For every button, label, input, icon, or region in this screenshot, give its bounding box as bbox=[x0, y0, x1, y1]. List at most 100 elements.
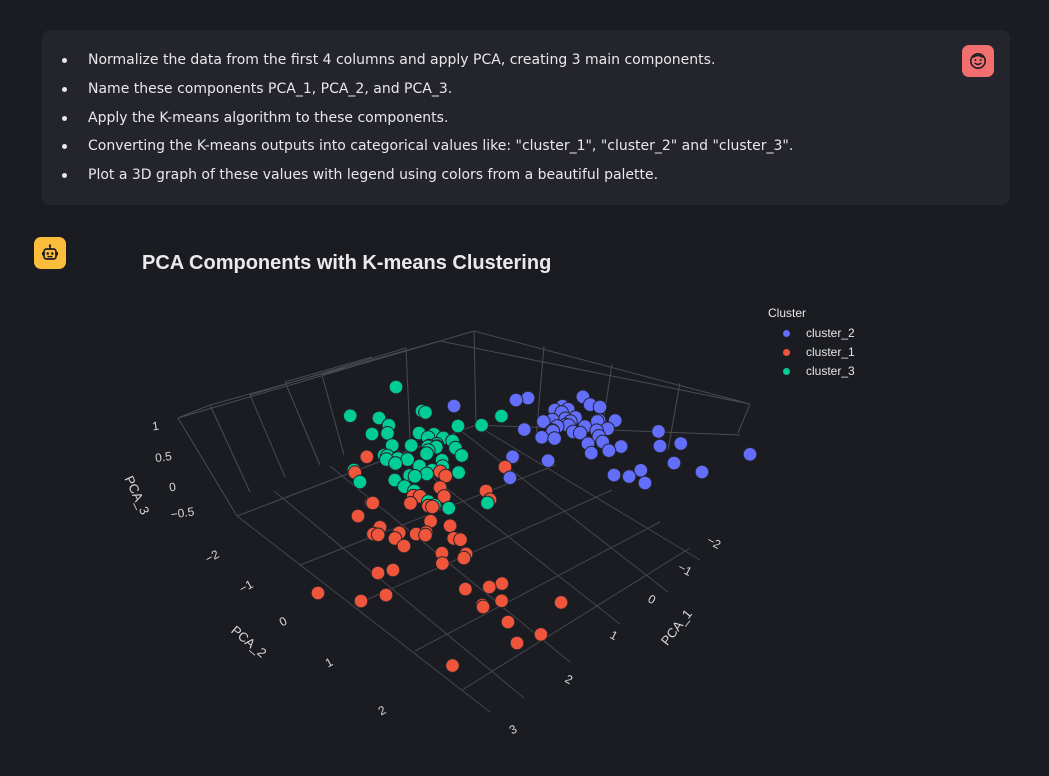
axis-y-tick-label: 1 bbox=[323, 655, 336, 671]
data-point-cluster-3[interactable] bbox=[454, 448, 470, 463]
data-point-cluster-1[interactable] bbox=[353, 593, 369, 609]
data-point-cluster-1[interactable] bbox=[359, 449, 375, 465]
data-point-cluster-1[interactable] bbox=[456, 550, 472, 566]
data-point-cluster-1[interactable] bbox=[458, 581, 473, 597]
axis-x-tick-label: 0 bbox=[646, 592, 659, 608]
data-point-cluster-3[interactable] bbox=[451, 465, 467, 480]
data-point-cluster-3[interactable] bbox=[480, 495, 495, 511]
data-point-cluster-2[interactable] bbox=[547, 431, 562, 446]
data-point-cluster-3[interactable] bbox=[388, 456, 403, 471]
points-layer bbox=[310, 379, 758, 673]
data-point-cluster-3[interactable] bbox=[364, 426, 380, 442]
grid-floor bbox=[236, 424, 701, 713]
data-point-cluster-2[interactable] bbox=[517, 422, 532, 437]
data-point-cluster-2[interactable] bbox=[572, 425, 588, 441]
data-point-cluster-3[interactable] bbox=[380, 426, 395, 441]
data-point-cluster-2[interactable] bbox=[673, 436, 689, 451]
data-point-cluster-1[interactable] bbox=[385, 562, 401, 578]
data-point-cluster-1[interactable] bbox=[435, 556, 450, 571]
data-point-cluster-3[interactable] bbox=[441, 500, 457, 516]
data-point-cluster-2[interactable] bbox=[652, 438, 668, 454]
data-point-cluster-2[interactable] bbox=[694, 464, 710, 480]
legend-item-cluster-2[interactable]: cluster_2 bbox=[768, 324, 855, 343]
legend-label: cluster_3 bbox=[806, 364, 855, 378]
data-point-cluster-1[interactable] bbox=[553, 595, 569, 610]
bullet-item: Plot a 3D graph of these values with leg… bbox=[42, 167, 793, 196]
data-point-cluster-1[interactable] bbox=[365, 495, 381, 511]
data-point-cluster-2[interactable] bbox=[502, 470, 518, 486]
axis-z-label: PCA_3 bbox=[122, 473, 153, 517]
axis-x-tick-label: 2 bbox=[563, 672, 576, 688]
data-point-cluster-3[interactable] bbox=[418, 405, 433, 420]
bullet-item: Converting the K-means outputs into cate… bbox=[42, 138, 793, 167]
data-point-cluster-1[interactable] bbox=[533, 627, 549, 642]
data-point-cluster-2[interactable] bbox=[508, 392, 524, 408]
data-point-cluster-3[interactable] bbox=[403, 438, 419, 453]
axis-x-tick-label: −1 bbox=[676, 560, 695, 579]
data-point-cluster-3[interactable] bbox=[450, 418, 466, 434]
data-point-cluster-1[interactable] bbox=[494, 593, 509, 609]
robot-icon bbox=[42, 244, 58, 260]
axis-x-label: PCA_1 bbox=[658, 606, 695, 648]
data-point-cluster-3[interactable] bbox=[419, 446, 434, 462]
axis-y-tick-label: −2 bbox=[203, 547, 222, 566]
assistant-avatar bbox=[34, 237, 66, 269]
user-avatar bbox=[962, 45, 994, 77]
axis-y-tick-label: 0 bbox=[277, 614, 290, 630]
data-point-cluster-2[interactable] bbox=[520, 390, 536, 406]
data-point-cluster-1[interactable] bbox=[310, 585, 326, 601]
data-point-cluster-1[interactable] bbox=[442, 518, 458, 534]
data-point-cluster-2[interactable] bbox=[536, 414, 551, 429]
data-point-cluster-3[interactable] bbox=[474, 417, 489, 433]
data-point-cluster-1[interactable] bbox=[418, 527, 433, 543]
legend: Cluster cluster_2 cluster_1 cluster_3 bbox=[768, 306, 855, 381]
data-point-cluster-1[interactable] bbox=[396, 538, 412, 554]
data-point-cluster-2[interactable] bbox=[666, 455, 682, 471]
data-point-cluster-2[interactable] bbox=[621, 469, 637, 484]
axis-x-tick-label: −2 bbox=[705, 533, 724, 552]
data-point-cluster-1[interactable] bbox=[350, 508, 366, 524]
data-point-cluster-2[interactable] bbox=[584, 445, 599, 461]
data-point-cluster-3[interactable] bbox=[494, 408, 509, 424]
axis-x-tick-label: 1 bbox=[608, 628, 621, 644]
data-point-cluster-2[interactable] bbox=[446, 398, 462, 414]
axis-y-label: PCA_2 bbox=[228, 623, 269, 661]
smiling-face-icon bbox=[970, 53, 986, 69]
data-point-cluster-1[interactable] bbox=[509, 635, 525, 651]
data-point-cluster-2[interactable] bbox=[601, 443, 617, 459]
legend-label: cluster_2 bbox=[806, 326, 855, 340]
data-point-cluster-1[interactable] bbox=[425, 499, 440, 515]
data-point-cluster-2[interactable] bbox=[637, 475, 653, 491]
data-point-cluster-1[interactable] bbox=[370, 565, 386, 581]
data-point-cluster-1[interactable] bbox=[494, 576, 510, 591]
data-point-cluster-2[interactable] bbox=[651, 424, 666, 439]
axis-y-tick-label: −1 bbox=[237, 577, 256, 596]
data-point-cluster-1[interactable] bbox=[403, 496, 418, 511]
data-point-cluster-2[interactable] bbox=[606, 467, 622, 483]
data-point-cluster-3[interactable] bbox=[419, 466, 435, 482]
data-point-cluster-1[interactable] bbox=[500, 614, 516, 630]
data-point-cluster-3[interactable] bbox=[388, 379, 404, 395]
legend-item-cluster-3[interactable]: cluster_3 bbox=[768, 362, 855, 381]
data-point-cluster-1[interactable] bbox=[453, 532, 468, 548]
data-point-cluster-3[interactable] bbox=[371, 410, 387, 426]
data-point-cluster-1[interactable] bbox=[378, 587, 394, 603]
data-point-cluster-1[interactable] bbox=[482, 579, 497, 595]
data-point-cluster-1[interactable] bbox=[445, 658, 460, 673]
legend-item-cluster-1[interactable]: cluster_1 bbox=[768, 343, 855, 362]
data-point-cluster-2[interactable] bbox=[742, 447, 758, 462]
data-point-cluster-2[interactable] bbox=[613, 439, 629, 454]
data-point-cluster-2[interactable] bbox=[534, 430, 550, 445]
data-point-cluster-2[interactable] bbox=[592, 399, 608, 415]
chart-title: PCA Components with K-means Clustering bbox=[142, 252, 552, 274]
data-point-cluster-1[interactable] bbox=[370, 527, 386, 543]
data-point-cluster-2[interactable] bbox=[540, 453, 556, 469]
data-point-cluster-1[interactable] bbox=[475, 599, 491, 615]
data-point-cluster-3[interactable] bbox=[352, 474, 368, 490]
data-point-cluster-3[interactable] bbox=[342, 408, 358, 424]
data-point-cluster-2[interactable] bbox=[505, 449, 520, 465]
data-point-cluster-3[interactable] bbox=[400, 452, 415, 467]
data-point-cluster-3[interactable] bbox=[407, 469, 423, 484]
legend-title: Cluster bbox=[768, 306, 807, 320]
